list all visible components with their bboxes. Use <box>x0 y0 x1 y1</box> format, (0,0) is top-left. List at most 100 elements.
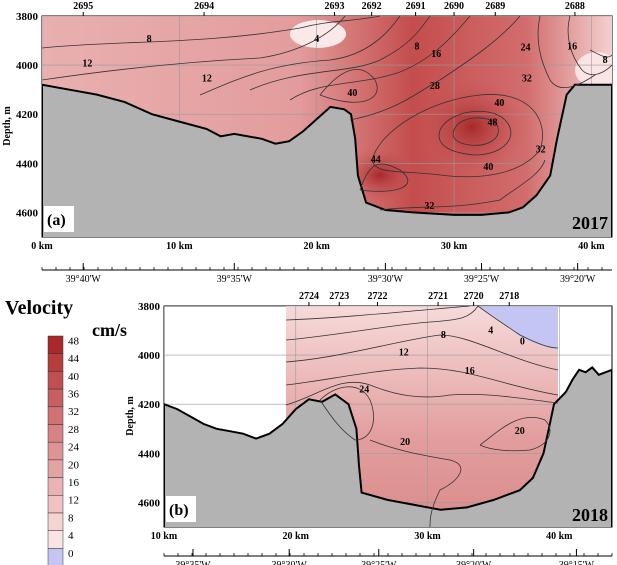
panel-a-label-box <box>44 206 74 232</box>
station-label: 2720 <box>464 291 484 302</box>
y-tick-label: 4200 <box>16 109 39 121</box>
panel-a-label: (a) <box>47 212 66 229</box>
panel-b-seafloor <box>164 366 612 527</box>
station-label: 2722 <box>367 291 387 302</box>
colorbar-label: 4 <box>68 530 74 542</box>
contour-label: 20 <box>515 426 525 437</box>
colorbar-swatch <box>47 477 64 496</box>
station-label: 2724 <box>299 291 319 302</box>
station-label: 2694 <box>194 1 214 12</box>
panel-a-seafloor <box>42 83 612 237</box>
km-label: 30 km <box>441 241 468 252</box>
colorbar-label: 40 <box>68 371 80 383</box>
y-tick-label: 3800 <box>138 301 161 313</box>
km-label: 40 km <box>546 531 573 542</box>
contour-label: 4 <box>488 325 493 336</box>
panel-b-label: (b) <box>169 502 189 519</box>
lon-tick-label: 39°20'W <box>456 560 492 565</box>
panel-b-negative-region <box>478 306 558 350</box>
lon-tick-label: 39°25'W <box>361 560 397 565</box>
contour-label: 12 <box>202 73 212 84</box>
y-tick-label: 3800 <box>16 11 39 23</box>
colorbar-swatch <box>47 388 64 408</box>
panel-a-year: 2017 <box>572 213 608 233</box>
colorbar-swatch <box>47 406 64 425</box>
contour-label: 8 <box>147 34 152 45</box>
panel-b-km-labels: 10 km 20 km 30 km 40 km <box>151 531 573 542</box>
contour-label: 8 <box>603 55 608 66</box>
lon-tick-label: 39°35'W <box>175 560 211 565</box>
km-label: 20 km <box>283 531 310 542</box>
colorbar-swatch <box>47 548 64 565</box>
km-label: 20 km <box>303 241 330 252</box>
colorbar-label: 24 <box>68 442 80 454</box>
contour-label: 16 <box>567 41 577 52</box>
contour-label: 40 <box>347 88 357 99</box>
panel-a-ylabel: Depth, m <box>2 106 13 146</box>
panel-b-contour-labels: 4 0 8 12 16 24 20 20 <box>359 325 525 448</box>
colorbar-swatches <box>47 335 64 565</box>
colorbar-label: 16 <box>68 477 80 489</box>
contour-label: 32 <box>522 73 532 84</box>
contour-label: 16 <box>465 366 475 377</box>
contour-label: 24 <box>520 43 530 54</box>
contour-label: 24 <box>359 384 369 395</box>
colorbar-swatch <box>47 371 64 390</box>
km-label: 0 km <box>31 241 53 252</box>
station-label: 2695 <box>73 1 93 12</box>
contour-label: 20 <box>400 437 410 448</box>
lon-tick-label: 39°25'W <box>464 274 500 285</box>
contour-label: 40 <box>483 162 493 173</box>
contour-label: 12 <box>82 59 92 70</box>
colorbar-label: 0 <box>68 548 74 560</box>
station-label: 2689 <box>485 1 505 12</box>
station-label: 2690 <box>444 1 464 12</box>
colorbar-swatch <box>47 424 64 443</box>
contour-label: 48 <box>488 118 498 129</box>
colorbar-swatch <box>47 530 64 549</box>
contour-label: 44 <box>371 154 381 165</box>
lon-tick-label: 39°30'W <box>368 274 404 285</box>
station-label: 2721 <box>428 291 448 302</box>
km-label: 40 km <box>578 241 605 252</box>
panel-b: 4 0 8 12 16 24 20 20 Depth, m 3800 4000 4200 4400 4… <box>125 291 613 565</box>
km-label: 10 km <box>151 531 178 542</box>
panel-a-weak-east <box>575 52 612 88</box>
contour-label: 8 <box>441 330 446 341</box>
colorbar-swatch <box>47 495 64 514</box>
colorbar-title: Velocity <box>5 297 73 319</box>
colorbar-swatch <box>47 459 64 478</box>
colorbar-swatch <box>47 335 64 354</box>
panel-a-stations: 2695 2694 2693 2692 2691 2690 2689 2688 <box>73 1 585 16</box>
panel-a-core-east <box>417 77 527 177</box>
colorbar-label: 32 <box>68 406 79 418</box>
colorbar-label: 20 <box>68 459 80 471</box>
lon-tick-label: 39°20'W <box>560 274 596 285</box>
panel-b-label-box <box>166 496 196 522</box>
contour-label: 4 <box>314 34 319 45</box>
y-tick-label: 4000 <box>16 60 39 72</box>
station-label: 2723 <box>329 291 349 302</box>
panel-a-contours <box>42 16 612 211</box>
lon-tick-label: 39°35'W <box>217 274 253 285</box>
contour-label: 12 <box>399 347 409 358</box>
lon-tick-label: 39°30'W <box>272 560 308 565</box>
contour-label: 8 <box>414 41 419 52</box>
colorbar-swatch <box>47 441 64 461</box>
y-tick-label: 4400 <box>16 158 39 170</box>
y-tick-label: 4600 <box>16 207 39 219</box>
km-label: 10 km <box>166 241 193 252</box>
contour-label: 32 <box>536 145 546 156</box>
station-label: 2691 <box>406 1 426 12</box>
colorbar-swatch <box>47 353 64 372</box>
lon-tick-label: 39°40'W <box>66 274 102 285</box>
contour-label: 0 <box>520 336 525 347</box>
panel-a-lon-axis: 39°40'W39°35'W39°30'W39°25'W39°20'W39°15… <box>41 263 612 285</box>
panel-b-contours <box>285 306 559 527</box>
colorbar-label: 44 <box>68 353 80 365</box>
colorbar-swatch <box>47 512 64 531</box>
